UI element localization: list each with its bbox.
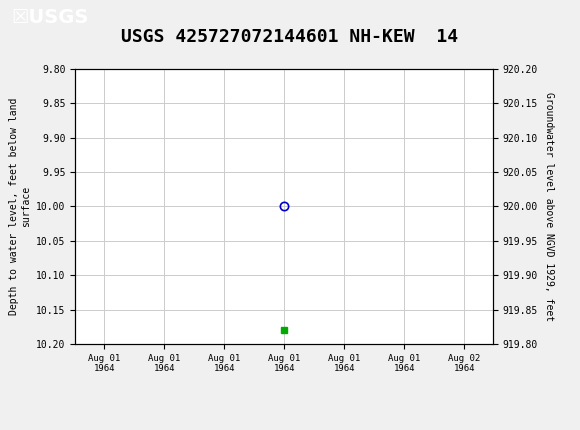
Y-axis label: Depth to water level, feet below land
surface: Depth to water level, feet below land su… [9,98,31,315]
Y-axis label: Groundwater level above NGVD 1929, feet: Groundwater level above NGVD 1929, feet [543,92,553,321]
Text: ☒USGS: ☒USGS [12,8,89,27]
Text: USGS 425727072144601 NH-KEW  14: USGS 425727072144601 NH-KEW 14 [121,28,459,46]
